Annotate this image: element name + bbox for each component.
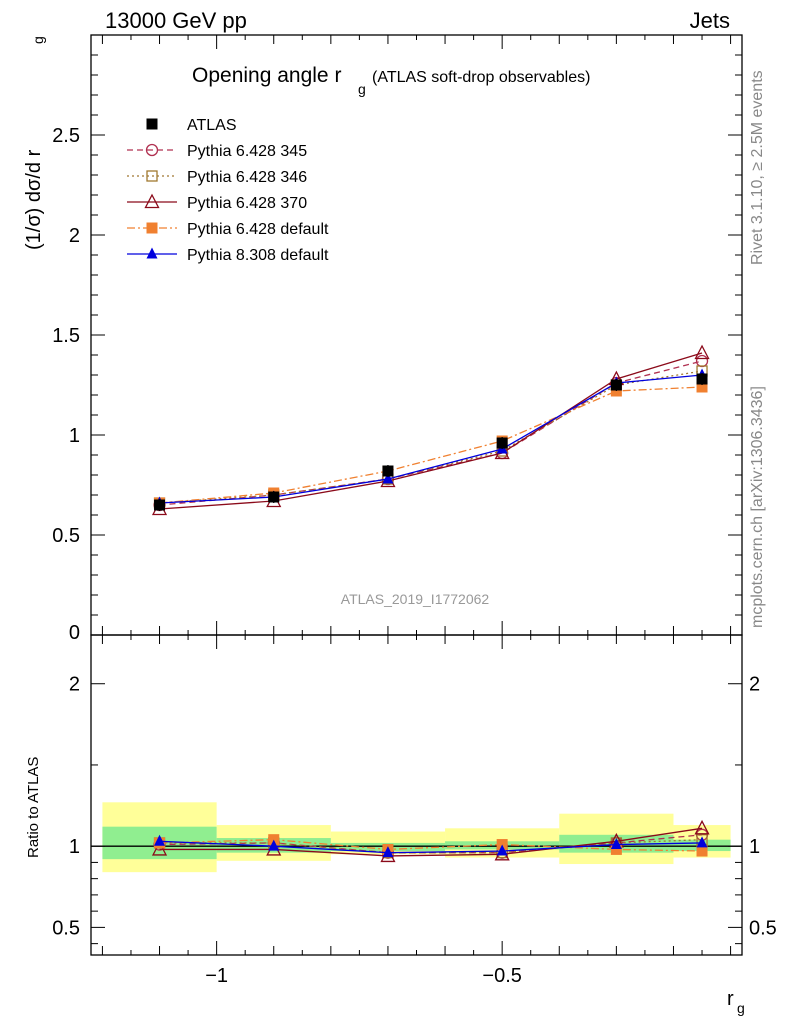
legend-entry: Pythia 6.428 default — [127, 221, 329, 238]
ratio-series-line — [159, 839, 703, 854]
legend-marker — [145, 143, 159, 157]
legend-marker — [144, 193, 160, 209]
ratio-uncertainty-bands — [102, 802, 731, 873]
ratio-series-line — [159, 827, 703, 857]
header-jets-label: Jets — [690, 8, 730, 33]
ratio-y-tick-label: 1 — [69, 836, 80, 858]
y-tick-label: 1 — [69, 425, 80, 447]
legend-entry: Pythia 6.428 346 — [127, 169, 307, 186]
rivet-version-label: Rivet 3.1.10, ≥ 2.5M events — [749, 70, 766, 265]
ratio-point — [696, 845, 708, 857]
ratio-series-line — [159, 839, 703, 852]
legend-entry: Pythia 8.308 default — [127, 247, 329, 264]
data-point — [694, 344, 710, 360]
ratio-point — [696, 836, 708, 848]
legend-label: Pythia 6.428 default — [187, 221, 329, 238]
ratio-y-tick-label: 0.5 — [52, 917, 80, 939]
axes-frames: −1 −0.5 0.5 1 1.5 2 2.5 0 0.5 0.5 1 1 2 2 — [52, 34, 777, 987]
legend-label: Pythia 6.428 346 — [187, 169, 307, 186]
header-energy-label: 13000 GeV pp — [105, 8, 247, 33]
series-line — [159, 370, 703, 504]
data-point — [696, 381, 708, 393]
legend-label: ATLAS — [187, 117, 237, 134]
data-point — [696, 373, 708, 385]
legend-label: Pythia 6.428 370 — [187, 195, 307, 212]
ratio-point — [694, 819, 710, 835]
y-tick-label: 0.5 — [52, 525, 80, 547]
data-point — [382, 465, 394, 477]
legend: ATLAS Pythia 6.428 345 Pythia 6.428 346 Pyt… — [127, 117, 329, 264]
main-title: Opening angle r — [192, 64, 341, 87]
series-line — [159, 352, 703, 510]
ratio-point — [382, 846, 394, 858]
main-ylabel: (1/σ) dσ/d r — [23, 149, 45, 250]
mcplots-label: mcplots.cern.ch [arXiv:1306.3436] — [749, 386, 766, 628]
main-ylabel-subscript: g — [30, 36, 46, 44]
series-line — [159, 386, 703, 504]
ratio-y-tick-label-right: 2 — [749, 674, 760, 696]
main-panel — [151, 344, 710, 516]
xlabel: r — [727, 988, 734, 1010]
legend-label: Pythia 8.308 default — [187, 247, 329, 264]
ratio-frame — [90, 634, 743, 956]
series-pythia-6-428-370 — [151, 344, 710, 516]
legend-entry: ATLAS — [146, 117, 237, 134]
x-tick-label: −0.5 — [482, 965, 521, 987]
data-point — [382, 472, 394, 484]
series-line — [159, 374, 703, 504]
ratio-point — [610, 838, 622, 850]
ratio-y-tick-label: 2 — [69, 674, 80, 696]
data-point — [496, 437, 508, 449]
series-atlas — [154, 373, 708, 511]
y-tick-label-zero: 0 — [69, 622, 80, 644]
xlabel-subscript: g — [737, 1000, 745, 1016]
series-pythia-6-428-default — [154, 381, 708, 509]
series-pythia-6-428-346 — [153, 365, 708, 509]
ratio-panel — [91, 819, 742, 863]
main-title-subscript: g — [358, 81, 366, 97]
data-point — [154, 499, 166, 511]
ratio-point — [268, 839, 280, 851]
legend-marker — [146, 170, 158, 182]
x-tick-label: −1 — [205, 965, 228, 987]
legend-marker — [146, 222, 158, 234]
series-pythia-6-428-345 — [153, 354, 709, 512]
ratio-y-tick-label-right: 1 — [749, 836, 760, 858]
ratio-series-pythia-8-308-default — [154, 834, 708, 858]
legend-label: Pythia 6.428 345 — [187, 143, 307, 160]
series-pythia-8-308-default — [154, 368, 708, 508]
data-point — [268, 491, 280, 503]
ratio-y-tick-label-right: 0.5 — [749, 917, 777, 939]
ratio-point — [610, 843, 622, 855]
ratio-series-line — [159, 840, 703, 854]
y-tick-label: 1.5 — [52, 325, 80, 347]
data-point — [695, 354, 709, 368]
y-tick-label: 2.5 — [52, 125, 80, 147]
legend-entry: Pythia 6.428 370 — [127, 193, 307, 212]
legend-entry: Pythia 6.428 345 — [127, 143, 307, 160]
y-tick-label: 2 — [69, 225, 80, 247]
main-title-tail: (ATLAS soft-drop observables) — [372, 69, 590, 86]
ratio-point — [496, 844, 508, 856]
ratio-ylabel: Ratio to ATLAS — [25, 757, 42, 858]
ratio-point — [151, 841, 168, 856]
legend-marker — [146, 247, 158, 259]
data-point — [610, 379, 622, 391]
legend-marker — [146, 118, 158, 130]
ratio-point — [154, 834, 166, 846]
analysis-id-label: ATLAS_2019_I1772062 — [341, 591, 490, 607]
